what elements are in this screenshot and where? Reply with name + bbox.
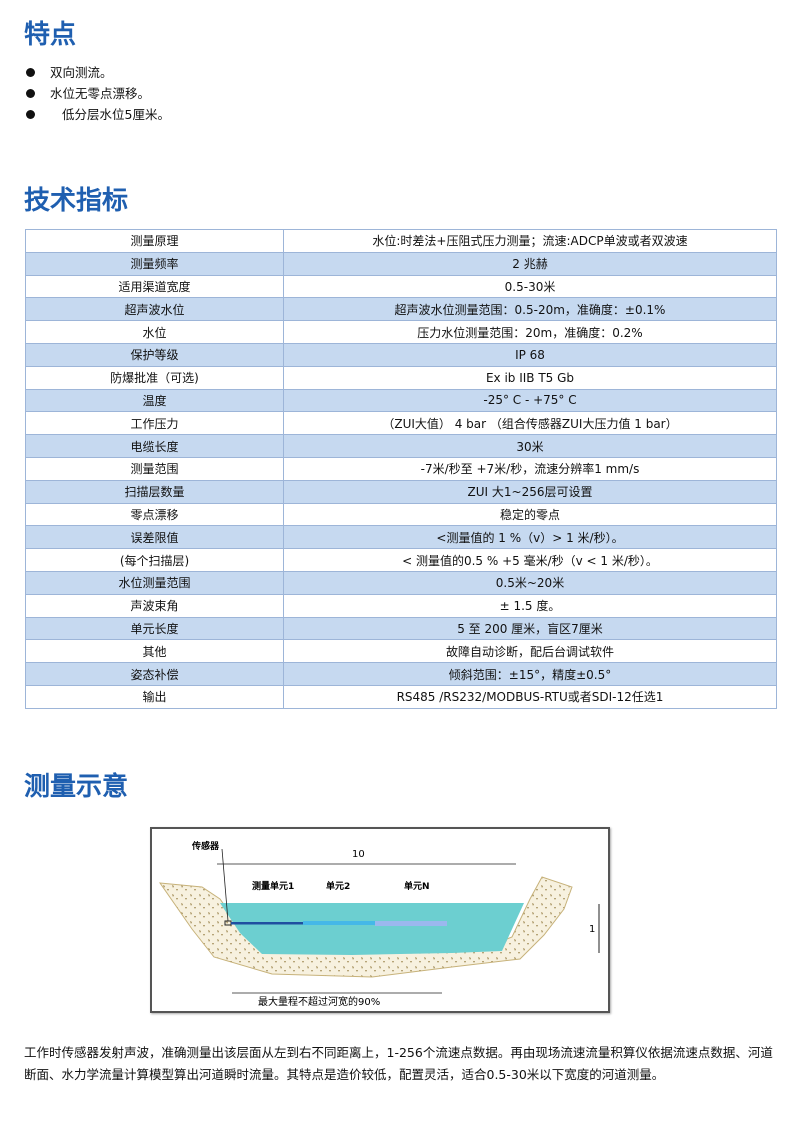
spec-name: 声波束角: [25, 593, 284, 618]
table-row: 单元长度 5 至 200 厘米，盲区7厘米: [25, 616, 777, 641]
table-row: 测量频率 2 兆赫: [25, 251, 777, 276]
spec-value: <测量值的 1 %（v）> 1 米/秒）。: [283, 525, 777, 550]
cell1-label: 测量单元1: [252, 880, 294, 892]
spec-value: 压力水位测量范围：20m，准确度：0.2%: [283, 320, 777, 344]
spec-value: 水位:时差法+压阻式压力测量；流速:ADCP单波或者双波速: [283, 229, 777, 253]
beam-cell-2: [303, 921, 375, 925]
spec-name: 适用渠道宽度: [25, 274, 284, 299]
spec-value: 倾斜范围：±15°，精度±0.5°: [283, 662, 777, 686]
bullet-icon: [26, 110, 35, 119]
spec-name: 测量范围: [25, 456, 284, 481]
table-row: 误差限值 <测量值的 1 %（v）> 1 米/秒）。: [25, 525, 777, 550]
spec-value: 5 至 200 厘米，盲区7厘米: [283, 616, 777, 641]
width-label: 10: [352, 849, 365, 860]
spec-value: ZUI 大1~256层可设置: [283, 479, 777, 504]
diagram-heading: 测量示意: [24, 772, 129, 802]
spec-name: 姿态补偿: [25, 662, 284, 686]
spec-value: -25° C - +75° C: [283, 388, 777, 413]
spec-value: 稳定的零点: [283, 502, 777, 527]
table-row: 测量范围 -7米/秒至 +7米/秒，流速分辨率1 mm/s: [25, 456, 777, 481]
beam-cell-1: [231, 922, 303, 925]
spec-name: 测量频率: [25, 251, 284, 276]
spec-name: 输出: [25, 684, 284, 709]
spec-value: 30米: [283, 434, 777, 458]
specs-heading: 技术指标: [24, 186, 129, 216]
spec-value: RS485 /RS232/MODBUS-RTU或者SDI-12任选1: [283, 684, 777, 709]
table-row: 水位测量范围 0.5米~20米: [25, 570, 777, 595]
table-row: 水位 压力水位测量范围：20m，准确度：0.2%: [25, 320, 777, 344]
bullet-icon: [26, 89, 35, 98]
spec-name: 扫描层数量: [25, 479, 284, 504]
depth-label: 1: [589, 924, 595, 935]
table-row: 测量原理 水位:时差法+压阻式压力测量；流速:ADCP单波或者双波速: [25, 229, 777, 253]
spec-value: 故障自动诊断，配后台调试软件: [283, 639, 777, 664]
spec-value: 0.5-30米: [283, 274, 777, 299]
spec-value: 0.5米~20米: [283, 570, 777, 595]
table-row: 超声波水位 超声波水位测量范围：0.5-20m，准确度：±0.1%: [25, 297, 777, 322]
spec-name: 水位: [25, 320, 284, 344]
list-item: 低分层水位5厘米。: [26, 104, 170, 125]
spec-name: 零点漂移: [25, 502, 284, 527]
spec-value: Ex ib IIB T5 Gb: [283, 365, 777, 390]
table-row: 姿态补偿 倾斜范围：±15°，精度±0.5°: [25, 662, 777, 686]
features-list: 双向测流。 水位无零点漂移。 低分层水位5厘米。: [26, 62, 170, 125]
bullet-icon: [26, 68, 35, 77]
spec-name: 工作压力: [25, 411, 284, 436]
spec-value: 超声波水位测量范围：0.5-20m，准确度：±0.1%: [283, 297, 777, 322]
spec-value: -7米/秒至 +7米/秒，流速分辨率1 mm/s: [283, 456, 777, 481]
sensor-label: 传感器: [191, 840, 220, 852]
spec-value: IP 68: [283, 342, 777, 367]
table-row: 保护等级 IP 68: [25, 342, 777, 367]
range-note: 最大量程不超过河宽的90%: [258, 995, 380, 1008]
spec-name: 水位测量范围: [25, 570, 284, 595]
cell2-label: 单元2: [326, 880, 350, 892]
spec-name: 电缆长度: [25, 434, 284, 458]
measurement-diagram: 传感器 10 测量单元1 单元2 单元N 1 最大量程不超过河宽的90%: [150, 827, 610, 1013]
spec-value: （ZUI大值） 4 bar （组合传感器ZUI大压力值 1 bar）: [283, 411, 777, 436]
table-row: 扫描层数量 ZUI 大1~256层可设置: [25, 479, 777, 504]
table-row: 零点漂移 稳定的零点: [25, 502, 777, 527]
table-row: 温度 -25° C - +75° C: [25, 388, 777, 413]
table-row: 电缆长度 30米: [25, 434, 777, 458]
table-row: 其他 故障自动诊断，配后台调试软件: [25, 639, 777, 664]
description-paragraph: 工作时传感器发射声波，准确测量出该层面从左到右不同距离上，1-256个流速点数据…: [24, 1045, 773, 1082]
list-item: 水位无零点漂移。: [26, 83, 170, 104]
spec-name: 防爆批准（可选): [25, 365, 284, 390]
specs-table: 测量原理 水位:时差法+压阻式压力测量；流速:ADCP单波或者双波速 测量频率 2 兆…: [25, 229, 777, 709]
spec-value: 2 兆赫: [283, 251, 777, 276]
water: [220, 903, 524, 955]
spec-name: 保护等级: [25, 342, 284, 367]
table-row: (每个扫描层) < 测量值的0.5 % +5 毫米/秒（v < 1 米/秒）。: [25, 548, 777, 572]
beam-cell-n: [375, 921, 447, 926]
table-row: 防爆批准（可选) Ex ib IIB T5 Gb: [25, 365, 777, 390]
table-row: 工作压力 （ZUI大值） 4 bar （组合传感器ZUI大压力值 1 bar）: [25, 411, 777, 436]
spec-name: 其他: [25, 639, 284, 664]
spec-value: < 测量值的0.5 % +5 毫米/秒（v < 1 米/秒）。: [283, 548, 777, 572]
spec-name: 误差限值: [25, 525, 284, 550]
list-item: 双向测流。: [26, 62, 170, 83]
spec-name: (每个扫描层): [25, 548, 284, 572]
table-row: 声波束角 ± 1.5 度。: [25, 593, 777, 618]
spec-name: 单元长度: [25, 616, 284, 641]
spec-value: ± 1.5 度。: [283, 593, 777, 618]
features-heading: 特点: [24, 20, 77, 50]
celln-label: 单元N: [404, 880, 430, 892]
table-row: 输出 RS485 /RS232/MODBUS-RTU或者SDI-12任选1: [25, 684, 777, 709]
spec-name: 测量原理: [25, 229, 284, 253]
spec-name: 温度: [25, 388, 284, 413]
spec-name: 超声波水位: [25, 297, 284, 322]
table-row: 适用渠道宽度 0.5-30米: [25, 274, 777, 299]
